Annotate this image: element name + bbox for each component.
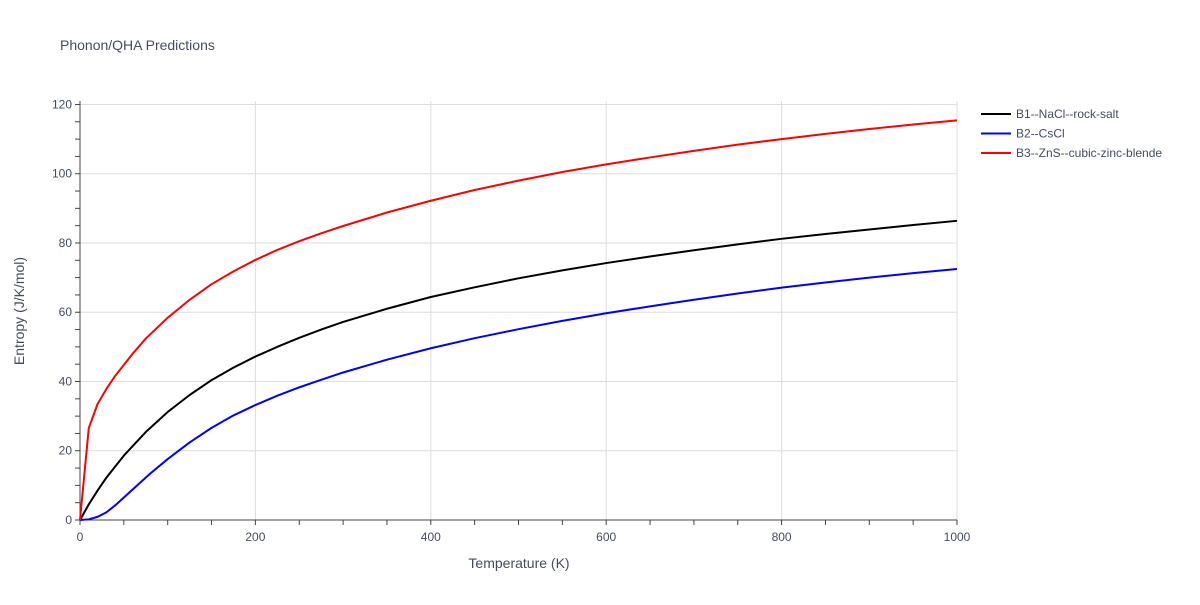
legend-item[interactable]: B1--NaCl--rock-salt xyxy=(981,107,1119,121)
x-tick-label: 400 xyxy=(421,530,441,544)
legend[interactable]: B1--NaCl--rock-salt B2--CsCl B3--ZnS--cubi… xyxy=(981,107,1162,160)
legend-label: B2--CsCl xyxy=(1016,127,1065,141)
y-axis-label: Entropy (J/K/mol) xyxy=(11,257,27,365)
y-tick-label: 60 xyxy=(59,305,73,319)
x-axis-label: Temperature (K) xyxy=(468,555,569,571)
legend-label: B1--NaCl--rock-salt xyxy=(1016,107,1119,121)
y-tick-label: 100 xyxy=(52,167,72,181)
y-tick-label: 20 xyxy=(59,444,73,458)
y-tick-label: 0 xyxy=(65,513,72,527)
x-tick-label: 800 xyxy=(772,530,792,544)
x-tick-label: 600 xyxy=(596,530,616,544)
legend-item[interactable]: B3--ZnS--cubic-zinc-blende xyxy=(981,146,1162,160)
series-line-3[interactable] xyxy=(79,119,958,521)
x-tick-label: 1000 xyxy=(944,530,971,544)
y-tick-label: 40 xyxy=(59,374,73,388)
series-lines xyxy=(79,119,958,521)
x-tick-label: 200 xyxy=(245,530,265,544)
axes: 0 200 400 600 800 1000 0 20 40 60 80 100 120 xyxy=(52,97,971,544)
y-tick-label: 120 xyxy=(52,97,72,111)
y-tick-label: 80 xyxy=(59,236,73,250)
grid-lines xyxy=(80,101,958,520)
chart-title: Phonon/QHA Predictions xyxy=(60,37,215,53)
legend-item[interactable]: B2--CsCl xyxy=(981,127,1065,141)
x-tick-label: 0 xyxy=(77,530,84,544)
series-line-2[interactable] xyxy=(79,267,958,521)
legend-label: B3--ZnS--cubic-zinc-blende xyxy=(1016,146,1162,160)
series-line-1[interactable] xyxy=(79,219,958,521)
